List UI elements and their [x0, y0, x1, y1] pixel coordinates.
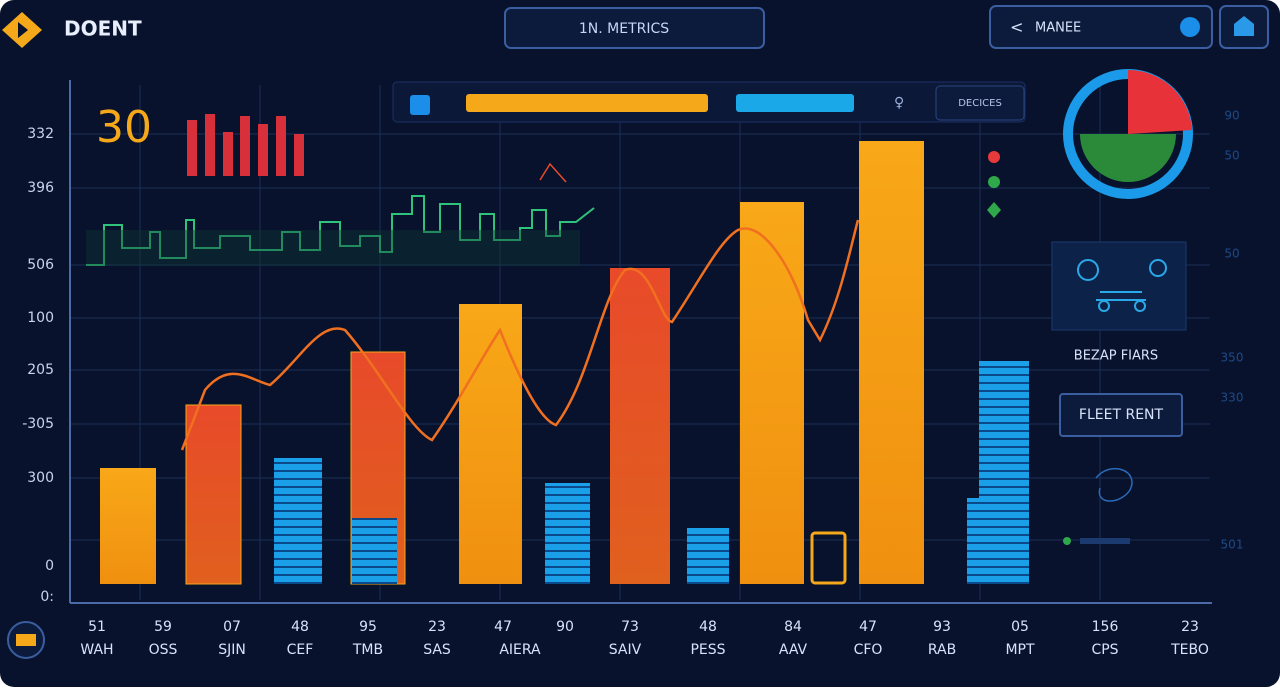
legend-icon	[410, 95, 430, 115]
x-label-name: TEBO	[1170, 642, 1209, 658]
corner-icon	[16, 634, 36, 646]
title-box	[504, 7, 765, 49]
dot-red	[988, 151, 1000, 163]
x-label-number: 73	[621, 619, 639, 635]
x-label-name: AIERA	[499, 642, 541, 658]
x-label-name: CFO	[854, 642, 883, 658]
x-label-number: 90	[556, 619, 574, 635]
toolbar-icon[interactable]	[1180, 17, 1200, 37]
x-label-name: SAS	[423, 642, 451, 658]
x-label-number: 07	[223, 619, 241, 635]
x-label-name: TMB	[352, 642, 383, 658]
x-label-number: 23	[1181, 619, 1199, 635]
x-label-name: SJIN	[218, 642, 246, 658]
dot-green	[988, 176, 1000, 188]
brand: DOENT	[64, 17, 142, 41]
panel-label: DECICES	[958, 98, 1002, 109]
side-title: BEZAP FIARS	[1074, 349, 1158, 364]
x-label-name: RAB	[928, 642, 956, 658]
x-label-name: PESS	[690, 642, 725, 658]
left-axis-label: 0	[45, 558, 54, 574]
left-axis-label: 300	[27, 470, 54, 486]
mini-bars	[187, 114, 304, 176]
x-label-number: 47	[859, 619, 877, 635]
dot-diamond	[987, 202, 1001, 218]
panel-box	[935, 85, 1025, 121]
side-icon	[1077, 259, 1167, 312]
spike	[539, 162, 567, 183]
pie-slice-red	[1128, 69, 1192, 134]
legend-pin: ♀	[894, 95, 904, 111]
share-icon[interactable]: <	[1010, 18, 1023, 37]
x-label-number: 48	[291, 619, 309, 635]
bars	[100, 141, 1029, 585]
title: 1N. METRICS	[579, 21, 669, 37]
x-label-name: MPT	[1005, 642, 1035, 658]
big-number: 30	[96, 102, 152, 153]
left-axis-label: 205	[27, 362, 54, 378]
labels: 332 396 506 100 205 -305 300 0 0: 90 50 50 350 330 501…	[22, 109, 1243, 659]
x-label-name: OSS	[149, 642, 178, 658]
side-line	[1080, 538, 1130, 544]
toolbar-label: MANEE	[1035, 21, 1081, 36]
left-axis-label: 0:	[40, 589, 54, 605]
side-dot	[1063, 537, 1071, 545]
toolbar	[989, 5, 1213, 49]
x-label-name: CPS	[1091, 642, 1118, 658]
legend-bar-blue	[736, 94, 854, 112]
left-axis-label: -305	[22, 416, 54, 432]
x-label-number: 05	[1011, 619, 1029, 635]
x-label-number: 93	[933, 619, 951, 635]
left-axis-label: 100	[27, 310, 54, 326]
x-label-number: 51	[88, 619, 106, 635]
left-axis-label: 332	[27, 126, 54, 142]
side-button-label: FLEET RENT	[1079, 407, 1164, 423]
x-label-number: 47	[494, 619, 512, 635]
x-label-number: 95	[359, 619, 377, 635]
right-axis-label: 50	[1224, 149, 1239, 163]
side-doodle	[1095, 467, 1133, 502]
x-label-number: 156	[1092, 619, 1119, 635]
pie-slice-green	[1080, 134, 1176, 182]
home-icon	[1234, 16, 1254, 36]
legend-bar-yellow	[466, 94, 708, 112]
x-label-name: AAV	[779, 642, 808, 658]
right-axis-label: 90	[1224, 109, 1239, 123]
side-image	[1051, 241, 1187, 331]
x-label-number: 59	[154, 619, 172, 635]
x-label-name: CEF	[287, 642, 314, 658]
right-axis-label: 50	[1224, 247, 1239, 261]
side-button[interactable]	[1059, 393, 1183, 437]
sparkline	[86, 195, 595, 266]
right-axis-label: 350	[1221, 351, 1244, 365]
left-axis-label: 506	[27, 257, 54, 273]
logo-mark	[18, 22, 28, 38]
x-label-number: 23	[428, 619, 446, 635]
x-label-number: 84	[784, 619, 802, 635]
right-axis-label: 330	[1221, 391, 1244, 405]
sparkline-area	[86, 230, 580, 266]
x-label-name: SAIV	[609, 642, 642, 658]
right-axis-label: 501	[1221, 538, 1244, 552]
left-axis-label: 396	[27, 180, 54, 196]
x-label-name: WAH	[80, 642, 113, 658]
trend-line	[180, 219, 860, 451]
x-label-number: 48	[699, 619, 717, 635]
